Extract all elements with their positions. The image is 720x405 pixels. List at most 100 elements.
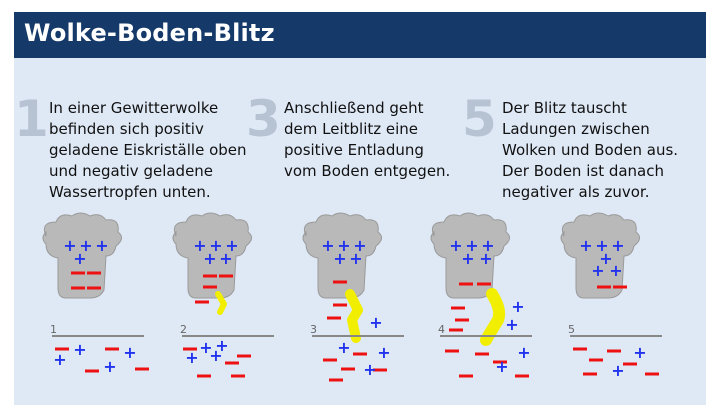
positive-charge: + xyxy=(203,249,216,268)
positive-charge: + xyxy=(481,236,494,255)
step-3-number: 3 xyxy=(246,90,281,148)
title-bar: Wolke-Boden-Blitz xyxy=(14,12,706,58)
positive-charge: + xyxy=(363,360,376,379)
positive-charge: + xyxy=(461,249,474,268)
positive-charge: + xyxy=(595,236,608,255)
negative-charge xyxy=(445,349,459,353)
negative-charge xyxy=(85,369,99,373)
positive-charge: + xyxy=(63,236,76,255)
positive-charge: + xyxy=(185,348,198,367)
positive-charge: + xyxy=(321,236,334,255)
positive-charge: + xyxy=(103,357,116,376)
positive-charge: + xyxy=(215,336,228,355)
negative-charge xyxy=(71,286,85,290)
positive-charge: + xyxy=(333,249,346,268)
positive-charge: + xyxy=(495,357,508,376)
negative-charge xyxy=(589,358,603,362)
negative-charge xyxy=(475,352,489,356)
negative-charge xyxy=(607,349,621,353)
negative-charge xyxy=(515,374,529,378)
negative-charge xyxy=(329,378,343,382)
step-5-number: 5 xyxy=(462,90,497,148)
positive-charge: + xyxy=(73,249,86,268)
negative-charge xyxy=(87,286,101,290)
negative-charge xyxy=(231,374,245,378)
stage-number: 2 xyxy=(180,323,187,336)
positive-charge: + xyxy=(199,338,212,357)
negative-charge xyxy=(645,372,659,376)
positive-charge: + xyxy=(369,313,382,332)
negative-charge xyxy=(183,347,197,351)
positive-charge: + xyxy=(609,261,622,280)
diagram-panel: 1 In einer Gewitterwolke befinden sich p… xyxy=(14,58,706,405)
stage-number: 4 xyxy=(438,323,445,336)
footer-fade xyxy=(70,397,630,405)
lightning-bolt xyxy=(345,289,363,343)
stage-number: 5 xyxy=(568,323,575,336)
negative-charge xyxy=(55,347,69,351)
negative-charge xyxy=(135,367,149,371)
lightning-bolt xyxy=(480,288,506,346)
negative-charge xyxy=(225,361,239,365)
negative-charge xyxy=(105,347,119,351)
positive-charge: + xyxy=(611,236,624,255)
positive-charge: + xyxy=(353,236,366,255)
thundercloud xyxy=(302,212,382,299)
positive-charge: + xyxy=(219,249,232,268)
step-5-text: Der Blitz tauscht Ladungen zwischen Wolk… xyxy=(502,99,679,201)
positive-charge: + xyxy=(225,236,238,255)
negative-charge xyxy=(195,300,209,304)
negative-charge xyxy=(203,285,217,289)
negative-charge xyxy=(451,306,465,310)
positive-charge: + xyxy=(193,236,206,255)
negative-charge xyxy=(449,328,463,332)
step-1-text: In einer Gewitterwolke befinden sich pos… xyxy=(49,99,247,201)
lightning-stages-illustration: + + ++1+ ++ ++ + ++ +2+ ++ ++ + ++ ++3+ +++ + ++ +++4+++… xyxy=(42,212,662,382)
positive-charge: + xyxy=(337,236,350,255)
stage-number: 1 xyxy=(50,323,57,336)
positive-charge: + xyxy=(449,236,462,255)
negative-charge xyxy=(597,285,611,289)
negative-charge xyxy=(237,354,251,358)
positive-charge: + xyxy=(53,350,66,369)
positive-charge: + xyxy=(511,297,524,316)
negative-charge xyxy=(197,374,211,378)
positive-charge: + xyxy=(337,338,350,357)
positive-charge: + xyxy=(95,236,108,255)
negative-charge xyxy=(455,318,469,322)
negative-charge xyxy=(493,360,507,364)
positive-charge: + xyxy=(79,236,92,255)
positive-charge: + xyxy=(479,249,492,268)
negative-charge xyxy=(203,274,217,278)
positive-charge: + xyxy=(465,236,478,255)
negative-charge xyxy=(583,372,597,376)
negative-charge xyxy=(341,367,355,371)
thundercloud xyxy=(430,212,510,299)
negative-charge xyxy=(87,271,101,275)
positive-charge: + xyxy=(611,361,624,380)
positive-charge: + xyxy=(517,343,530,362)
negative-charge xyxy=(623,362,637,366)
step-3-text: Anschließend geht dem Leitblitz eine pos… xyxy=(284,99,451,180)
positive-charge: + xyxy=(505,315,518,334)
lightning-bolt xyxy=(215,291,227,315)
thundercloud xyxy=(560,212,640,299)
step-1-number: 1 xyxy=(14,90,49,148)
stage-number: 3 xyxy=(310,323,317,336)
positive-charge: + xyxy=(209,236,222,255)
positive-charge: + xyxy=(633,343,646,362)
negative-charge xyxy=(353,352,367,356)
negative-charge xyxy=(459,374,473,378)
negative-charge xyxy=(477,282,491,286)
positive-charge: + xyxy=(377,343,390,362)
negative-charge xyxy=(373,368,387,372)
negative-charge xyxy=(613,285,627,289)
positive-charge: + xyxy=(123,343,136,362)
negative-charge xyxy=(333,280,347,284)
negative-charge xyxy=(573,347,587,351)
positive-charge: + xyxy=(209,346,222,365)
negative-charge xyxy=(327,316,341,320)
negative-charge xyxy=(71,271,85,275)
positive-charge: + xyxy=(599,249,612,268)
page-title: Wolke-Boden-Blitz xyxy=(24,19,275,47)
